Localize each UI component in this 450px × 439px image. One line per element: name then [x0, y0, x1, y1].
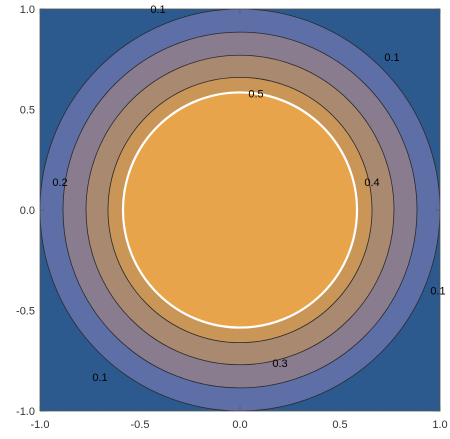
contour-label: 0.1 — [92, 372, 107, 384]
x-tick-label: 1.0 — [432, 419, 447, 431]
contour-label: 0.1 — [430, 285, 445, 297]
y-axis: 1.0 0.5 0.0 -0.5 -1.0 — [16, 4, 440, 418]
x-tick-label: -1.0 — [31, 419, 50, 431]
contour-label: 0.5 — [248, 88, 263, 100]
contour-label: 0.1 — [150, 4, 165, 16]
y-tick-label: 0.5 — [20, 105, 35, 117]
contour-label: 0.1 — [384, 52, 399, 64]
y-tick-label: -0.5 — [16, 306, 35, 318]
plot-area — [40, 9, 440, 411]
contour-labels: 0.1 0.1 0.5 0.2 0.4 0.1 0.3 0.1 — [52, 4, 445, 384]
x-axis: -1.0 -0.5 0.0 0.5 1.0 — [31, 9, 448, 431]
y-tick-label: 0.0 — [20, 205, 35, 217]
x-tick-label: 0.5 — [332, 419, 347, 431]
contour-label: 0.4 — [364, 177, 379, 189]
x-tick-label: 0.0 — [232, 419, 247, 431]
highlight-contour-0.5 — [121, 91, 359, 329]
contour-band-0.5 — [122, 92, 358, 328]
y-tick-label: 1.0 — [20, 4, 35, 16]
contour-label: 0.3 — [272, 358, 287, 370]
contour-label: 0.2 — [52, 177, 67, 189]
y-tick-label: -1.0 — [16, 406, 35, 418]
x-tick-label: -0.5 — [131, 419, 150, 431]
